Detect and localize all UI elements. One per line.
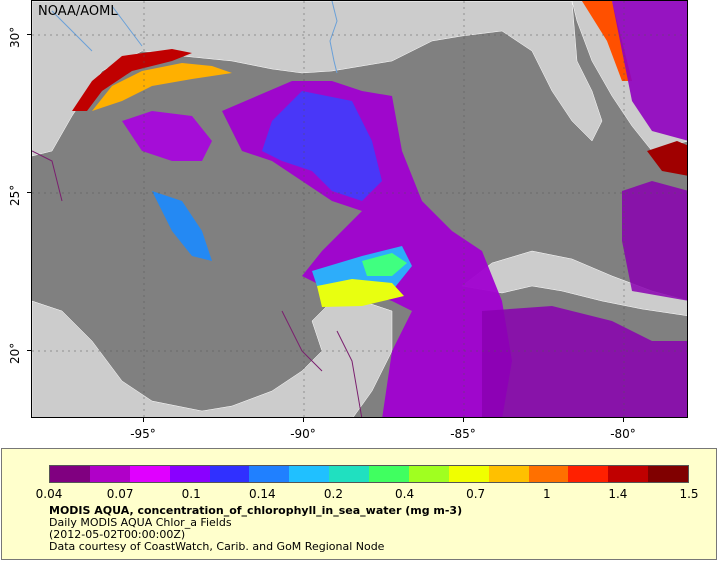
lat-label: 20° — [8, 342, 22, 364]
chl-green-yucatan — [362, 253, 407, 276]
chl-keys-red — [647, 141, 687, 176]
lat-tick — [27, 34, 31, 35]
colorbar-tick-label: 1.4 — [608, 487, 628, 501]
lon-tick — [623, 418, 624, 422]
source-label: NOAA/AOML — [38, 4, 118, 19]
colorbar-tick-label: 0.7 — [466, 487, 486, 501]
colorbar-tick-label: 0.07 — [106, 487, 134, 501]
lon-label: -90° — [290, 427, 316, 441]
chl-coastal-yellow-texas — [92, 63, 232, 111]
legend-text: MODIS AQUA, concentration_of_chlorophyll… — [49, 505, 462, 553]
legend-line-dataset: Daily MODIS AQUA Chlor_a Fields — [49, 516, 232, 529]
colorbar-swatch — [249, 466, 290, 482]
colorbar-tick-label: 0.1 — [181, 487, 201, 501]
map-canvas — [32, 1, 687, 417]
lon-tick — [143, 418, 144, 422]
colorbar-swatch — [568, 466, 609, 482]
lon-tick — [463, 418, 464, 422]
colorbar-swatch — [408, 466, 449, 482]
colorbar-tick-label: 0.4 — [395, 487, 415, 501]
colorbar-tick-label: 0.04 — [35, 487, 63, 501]
river-texas — [51, 5, 143, 52]
legend-line-date: (2012-05-02T00:00:00Z) — [49, 528, 186, 541]
colorbar-swatch — [50, 466, 90, 482]
colorbar-swatch — [369, 466, 409, 482]
chl-blue-central — [262, 91, 382, 201]
chlorophyll-map[interactable] — [31, 0, 688, 418]
colorbar-swatch — [209, 466, 250, 482]
lon-label: -80° — [610, 427, 636, 441]
colorbar — [49, 465, 689, 483]
chl-florida-purple — [612, 1, 687, 141]
colorbar-swatch — [169, 466, 210, 482]
lat-label: 30° — [8, 26, 22, 48]
river-mississippi — [329, 1, 338, 74]
legend-title: MODIS AQUA, concentration_of_chlorophyll… — [49, 504, 463, 517]
colorbar-tick-label: 1.5 — [679, 487, 699, 501]
colorbar-tick-label: 0.2 — [323, 487, 343, 501]
colorbar-tick-label: 1 — [542, 487, 551, 501]
chl-florida-east-coastal — [582, 1, 632, 81]
colorbar-swatch — [289, 466, 330, 482]
legend-line-credit: Data courtesy of CoastWatch, Carib. and … — [49, 540, 385, 553]
land-cuba — [461, 250, 687, 316]
colorbar-swatch — [488, 466, 529, 482]
lat-label: 25° — [8, 184, 22, 206]
colorbar-swatch — [528, 466, 569, 482]
lon-label: -95° — [130, 427, 156, 441]
colorbar-swatch — [608, 466, 649, 482]
lon-label: -85° — [450, 427, 476, 441]
legend-panel: 0.04 0.07 0.1 0.14 0.2 0.4 0.7 1 1.4 1.5 MODIS AQ… — [1, 448, 717, 560]
colorbar-swatch — [648, 466, 688, 482]
chl-coastal-red-texas — [72, 49, 192, 111]
colorbar-swatch — [89, 466, 130, 482]
chl-southeast-purple — [622, 181, 687, 301]
colorbar-tick-label: 0.14 — [248, 487, 276, 501]
colorbar-swatch — [329, 466, 369, 482]
colorbar-swatch — [129, 466, 170, 482]
chl-purple-texas-shelf — [122, 111, 212, 161]
lat-tick — [27, 350, 31, 351]
chl-caribbean-purple — [482, 306, 687, 417]
chl-yellow-yucatan — [317, 279, 404, 307]
lon-tick — [303, 418, 304, 422]
chl-blue-texas-shelf — [152, 191, 212, 261]
land-us-gulf-coast — [32, 1, 687, 157]
colorbar-swatch — [448, 466, 489, 482]
lat-tick — [27, 192, 31, 193]
